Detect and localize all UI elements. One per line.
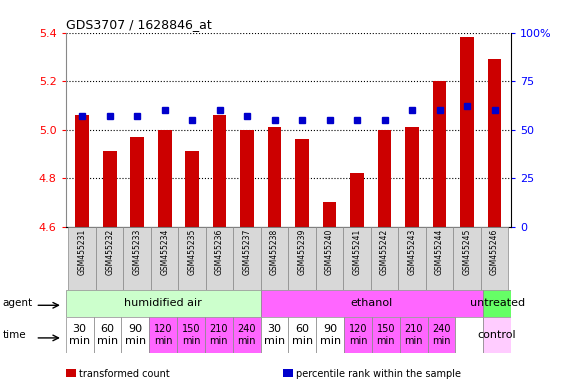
Text: untreated: untreated (469, 298, 525, 308)
Bar (344, 317, 372, 353)
Text: GSM455237: GSM455237 (243, 228, 252, 275)
Text: 120
min: 120 min (154, 324, 172, 346)
Text: GSM455231: GSM455231 (78, 228, 87, 275)
Text: 30
min: 30 min (264, 324, 285, 346)
Text: 240
min: 240 min (432, 324, 451, 346)
Bar (316, 227, 343, 290)
Text: control: control (478, 330, 516, 340)
Bar (234, 227, 261, 290)
Bar (288, 317, 316, 353)
Text: GDS3707 / 1628846_at: GDS3707 / 1628846_at (66, 18, 211, 31)
Bar (426, 227, 453, 290)
Text: GSM455240: GSM455240 (325, 228, 334, 275)
Bar (130, 137, 144, 227)
Bar (453, 227, 481, 290)
Bar (122, 317, 149, 353)
Bar (268, 127, 282, 227)
Bar (178, 227, 206, 290)
Text: agent: agent (3, 298, 33, 308)
Text: 30
min: 30 min (69, 324, 90, 346)
Text: GSM455234: GSM455234 (160, 228, 169, 275)
Bar (69, 227, 96, 290)
Text: GSM455239: GSM455239 (297, 228, 307, 275)
Bar (261, 227, 288, 290)
Text: GSM455242: GSM455242 (380, 228, 389, 275)
Text: 210
min: 210 min (404, 324, 423, 346)
Text: 150
min: 150 min (376, 324, 395, 346)
Bar (400, 317, 428, 353)
Bar (149, 317, 177, 353)
Bar (350, 173, 364, 227)
Bar (233, 317, 260, 353)
Bar (372, 317, 400, 353)
Text: percentile rank within the sample: percentile rank within the sample (296, 369, 461, 379)
Bar (343, 227, 371, 290)
Bar (206, 227, 234, 290)
Text: 240
min: 240 min (238, 324, 256, 346)
Text: transformed count: transformed count (79, 369, 170, 379)
Bar (399, 227, 426, 290)
Bar (316, 317, 344, 353)
Bar (177, 317, 205, 353)
Text: GSM455238: GSM455238 (270, 228, 279, 275)
Text: 60
min: 60 min (292, 324, 313, 346)
Text: GSM455232: GSM455232 (105, 228, 114, 275)
Bar (456, 317, 483, 353)
Text: GSM455233: GSM455233 (132, 228, 142, 275)
Bar (323, 202, 336, 227)
Bar (488, 59, 501, 227)
Bar (405, 127, 419, 227)
Bar (260, 317, 288, 353)
Bar (151, 227, 178, 290)
Bar (103, 151, 116, 227)
Bar (460, 38, 474, 227)
Text: ethanol: ethanol (351, 298, 393, 308)
Bar (66, 317, 94, 353)
Text: 90
min: 90 min (124, 324, 146, 346)
Bar (295, 139, 309, 227)
Bar (428, 317, 456, 353)
Bar (205, 317, 233, 353)
Bar (96, 227, 123, 290)
Text: humidified air: humidified air (124, 298, 202, 308)
Text: 90
min: 90 min (320, 324, 341, 346)
Text: GSM455245: GSM455245 (463, 228, 472, 275)
Text: GSM455244: GSM455244 (435, 228, 444, 275)
Bar (371, 227, 399, 290)
Text: GSM455235: GSM455235 (188, 228, 196, 275)
Bar (158, 129, 171, 227)
Bar (433, 81, 447, 227)
Bar (483, 290, 511, 317)
Text: GSM455246: GSM455246 (490, 228, 499, 275)
Bar (240, 129, 254, 227)
Bar (75, 115, 89, 227)
Text: time: time (3, 330, 26, 340)
Text: 120
min: 120 min (349, 324, 367, 346)
Bar (213, 115, 227, 227)
Bar (123, 227, 151, 290)
Bar (66, 290, 260, 317)
Bar (288, 227, 316, 290)
Text: GSM455243: GSM455243 (408, 228, 417, 275)
Text: 60
min: 60 min (97, 324, 118, 346)
Text: GSM455241: GSM455241 (352, 228, 361, 275)
Bar (481, 227, 508, 290)
Bar (260, 290, 483, 317)
Bar (483, 317, 511, 353)
Bar (185, 151, 199, 227)
Bar (377, 129, 392, 227)
Text: GSM455236: GSM455236 (215, 228, 224, 275)
Text: 150
min: 150 min (182, 324, 200, 346)
Bar (94, 317, 122, 353)
Text: 210
min: 210 min (210, 324, 228, 346)
